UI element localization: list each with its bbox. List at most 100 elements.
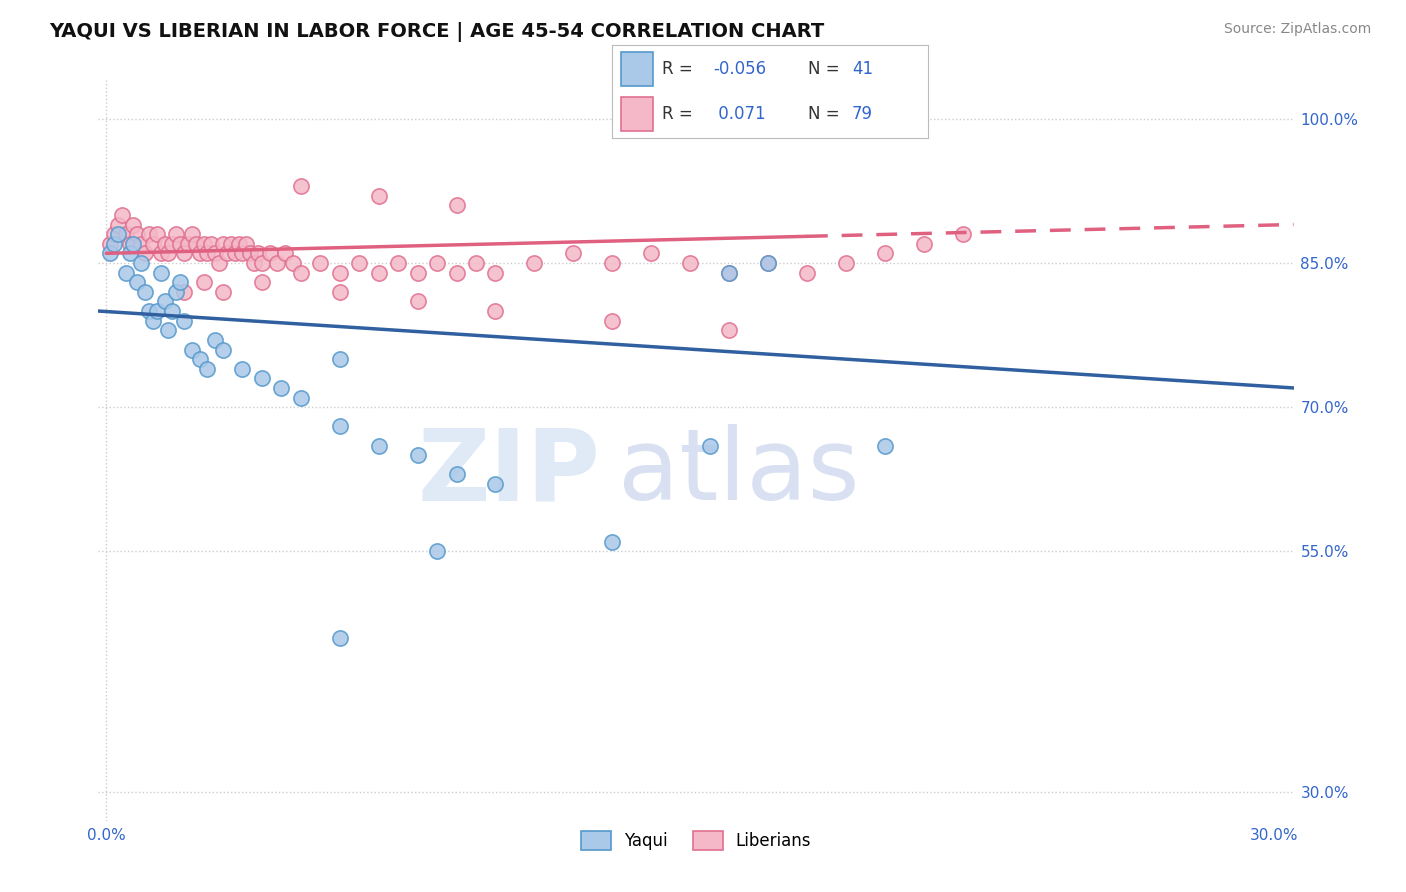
Point <box>200 236 222 251</box>
Point <box>600 534 623 549</box>
Point <box>600 313 623 327</box>
Point <box>250 371 273 385</box>
Point <box>796 266 818 280</box>
Point <box>165 285 187 299</box>
Point <box>173 285 195 299</box>
Text: R =: R = <box>662 60 699 78</box>
Point <box>523 256 546 270</box>
Point <box>114 227 136 241</box>
Point <box>406 448 429 462</box>
Point <box>177 236 200 251</box>
Point <box>103 227 125 241</box>
Point <box>718 266 741 280</box>
Point <box>426 256 449 270</box>
Point <box>231 246 253 260</box>
Point <box>208 256 231 270</box>
Point <box>281 256 304 270</box>
Bar <box>621 52 652 86</box>
Text: -0.056: -0.056 <box>713 60 766 78</box>
Point <box>387 256 409 270</box>
Point <box>228 236 250 251</box>
Point <box>134 285 156 299</box>
Point <box>103 236 125 251</box>
Point <box>118 236 141 251</box>
Point <box>188 352 211 367</box>
Point <box>873 246 896 260</box>
Point <box>756 256 779 270</box>
Point <box>142 313 165 327</box>
Point <box>266 256 288 270</box>
Text: Source: ZipAtlas.com: Source: ZipAtlas.com <box>1223 22 1371 37</box>
Point <box>718 266 741 280</box>
Point <box>912 236 935 251</box>
Text: 41: 41 <box>852 60 873 78</box>
Point <box>329 631 352 645</box>
Point <box>180 343 202 357</box>
Point <box>146 227 169 241</box>
Point <box>756 256 779 270</box>
Point <box>270 381 292 395</box>
Point <box>367 266 389 280</box>
Point <box>219 236 242 251</box>
Point <box>122 236 145 251</box>
Point <box>952 227 974 241</box>
Point <box>329 266 352 280</box>
Point <box>197 361 219 376</box>
Point <box>235 236 257 251</box>
Point <box>290 391 312 405</box>
Point <box>204 333 226 347</box>
Point <box>204 246 226 260</box>
Point <box>162 236 184 251</box>
Point <box>329 352 352 367</box>
Point <box>406 266 429 280</box>
Point <box>562 246 585 260</box>
Point <box>679 256 702 270</box>
Point <box>184 236 207 251</box>
Point <box>367 188 389 202</box>
Point <box>465 256 488 270</box>
Point <box>173 313 195 327</box>
Point <box>149 266 172 280</box>
Point <box>107 227 129 241</box>
Point <box>212 285 235 299</box>
Text: 0.071: 0.071 <box>713 105 765 123</box>
Point <box>212 236 235 251</box>
Point <box>329 419 352 434</box>
Point <box>243 256 266 270</box>
Text: 79: 79 <box>852 105 873 123</box>
Point <box>169 275 191 289</box>
Point <box>224 246 246 260</box>
Point <box>329 285 352 299</box>
Point <box>157 323 180 337</box>
Point <box>274 246 297 260</box>
Point <box>134 246 156 260</box>
Point <box>426 544 449 558</box>
Point <box>290 266 312 280</box>
Point <box>290 179 312 194</box>
Point <box>118 246 141 260</box>
Point <box>127 275 149 289</box>
Point <box>149 246 172 260</box>
Point <box>180 227 202 241</box>
Point <box>873 439 896 453</box>
Point <box>107 218 129 232</box>
Point <box>239 246 262 260</box>
Point <box>138 227 160 241</box>
Point <box>640 246 662 260</box>
Point <box>98 236 121 251</box>
Bar <box>621 97 652 131</box>
Point <box>169 236 191 251</box>
Point <box>835 256 858 270</box>
Text: YAQUI VS LIBERIAN IN LABOR FORCE | AGE 45-54 CORRELATION CHART: YAQUI VS LIBERIAN IN LABOR FORCE | AGE 4… <box>49 22 824 42</box>
Point <box>197 246 219 260</box>
Point <box>98 246 121 260</box>
Point <box>114 266 136 280</box>
Text: N =: N = <box>808 105 845 123</box>
Point <box>231 361 253 376</box>
Point <box>309 256 332 270</box>
Point <box>247 246 270 260</box>
Point <box>212 343 235 357</box>
Point <box>349 256 371 270</box>
Legend: Yaqui, Liberians: Yaqui, Liberians <box>574 824 818 856</box>
Point <box>138 304 160 318</box>
